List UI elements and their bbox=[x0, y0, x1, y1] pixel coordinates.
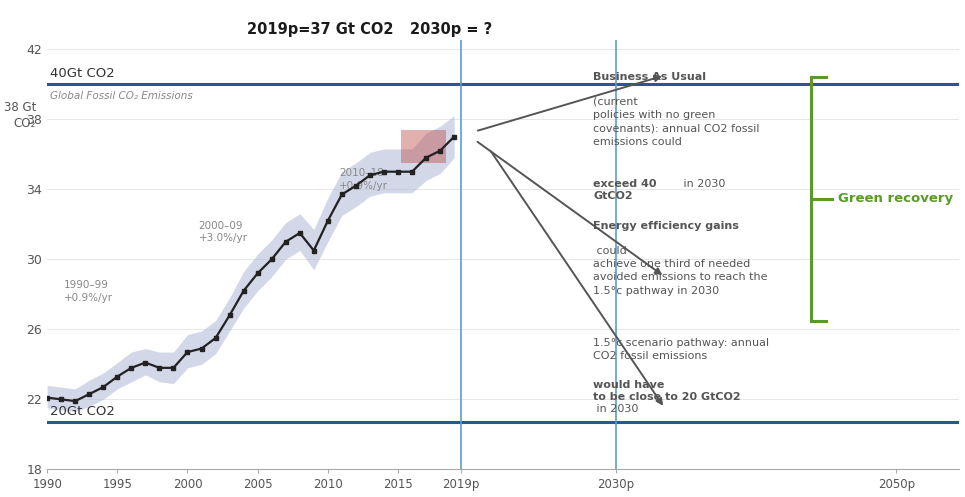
Text: 1990–99
+0.9%/yr: 1990–99 +0.9%/yr bbox=[64, 280, 113, 303]
Text: 2010–18
+0.9%/yr: 2010–18 +0.9%/yr bbox=[339, 168, 388, 190]
Text: could
achieve one third of needed
avoided emissions to reach the
1.5°c pathway i: could achieve one third of needed avoide… bbox=[593, 246, 768, 296]
Text: 2019p=37 Gt CO2: 2019p=37 Gt CO2 bbox=[247, 22, 394, 37]
Text: exceed 40
GtCO2: exceed 40 GtCO2 bbox=[593, 179, 657, 200]
Text: would have
to be close to 20 GtCO2: would have to be close to 20 GtCO2 bbox=[593, 380, 741, 402]
Text: 40Gt CO2: 40Gt CO2 bbox=[50, 67, 115, 80]
Text: 38 Gt
CO₂: 38 Gt CO₂ bbox=[4, 101, 36, 130]
Text: in 2030: in 2030 bbox=[593, 404, 639, 414]
Bar bbox=[400, 130, 446, 163]
Text: (current
policies with no green
covenants): annual CO2 fossil
emissions could: (current policies with no green covenant… bbox=[593, 97, 760, 147]
Text: 20Gt CO2: 20Gt CO2 bbox=[50, 405, 115, 418]
Text: Energy efficiency gains: Energy efficiency gains bbox=[593, 221, 739, 231]
Text: 2030p = ?: 2030p = ? bbox=[410, 22, 493, 37]
Text: Global Fossil CO₂ Emissions: Global Fossil CO₂ Emissions bbox=[50, 91, 193, 101]
Text: 2000–09
+3.0%/yr: 2000–09 +3.0%/yr bbox=[199, 221, 248, 243]
Text: Green recovery: Green recovery bbox=[838, 192, 952, 205]
Text: in 2030: in 2030 bbox=[680, 179, 726, 189]
Text: 1.5°c scenario pathway: annual
CO2 fossil emissions: 1.5°c scenario pathway: annual CO2 fossi… bbox=[593, 338, 770, 361]
Text: Business As Usual: Business As Usual bbox=[593, 72, 706, 82]
